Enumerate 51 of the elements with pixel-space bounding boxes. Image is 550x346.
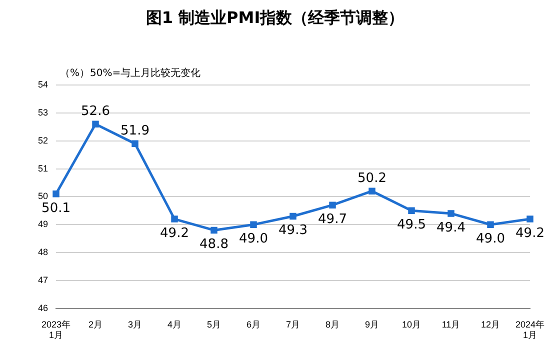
y-tick-label: 46 (38, 302, 48, 313)
point (210, 226, 218, 234)
x-tick-label: 10月 (402, 319, 422, 330)
chart-title: 图1 制造业PMI指数（经季节调整） (144, 8, 406, 29)
point (329, 202, 336, 208)
x-tick-label: 7月 (286, 319, 300, 330)
y-tick-label: 54 (38, 79, 48, 90)
y-tick-label: 47 (38, 274, 48, 285)
y-tick-label: 51 (38, 163, 48, 174)
data-label: 50.1 (42, 200, 70, 216)
point (526, 216, 534, 222)
x-tick-label: 12月 (480, 319, 500, 330)
point (132, 140, 138, 148)
data-label: 50.2 (358, 170, 386, 186)
point (368, 188, 376, 194)
data-label: 49.3 (278, 223, 308, 238)
x-tick-label: 2024年 1月 (515, 319, 545, 340)
x-tick-label: 2023年 1月 (41, 319, 71, 340)
y-tick-label: 50 (38, 191, 48, 202)
data-label: 49.2 (160, 226, 189, 241)
text: （%） (60, 67, 90, 80)
data-label: 52.6 (81, 104, 110, 119)
data-label: 49.5 (397, 218, 426, 233)
point (290, 212, 296, 220)
y-tick-label: 49 (38, 219, 48, 230)
data-label: 49.0 (476, 232, 505, 246)
x-tick-label: 4月 (168, 319, 182, 330)
text: 50%=与上月比较无变化 (90, 66, 201, 80)
data-label: 49.7 (318, 212, 347, 227)
point (250, 221, 257, 228)
y-tick-label: 48 (38, 247, 48, 258)
point (487, 221, 494, 228)
data-label: 48.8 (200, 237, 228, 252)
data-label: 49.2 (516, 226, 544, 241)
x-tick-label: 6月 (246, 319, 261, 330)
point (171, 216, 178, 222)
x-tick-label: 2月 (88, 319, 103, 330)
x-tick-label: 5月 (207, 319, 222, 330)
point (408, 207, 415, 214)
data-label: 49.4 (436, 220, 466, 236)
point (448, 210, 454, 217)
y-tick-label: 52 (38, 135, 48, 146)
x-tick-label: 9月 (364, 319, 380, 330)
point (52, 190, 60, 198)
data-label: 49.0 (239, 232, 268, 246)
point (92, 120, 99, 128)
x-tick-label: 8月 (325, 319, 340, 330)
x-tick-label: 11月 (442, 319, 460, 330)
data-label: 51.9 (120, 124, 150, 139)
x-tick-label: 3月 (128, 319, 142, 330)
y-tick-label: 53 (38, 107, 48, 118)
